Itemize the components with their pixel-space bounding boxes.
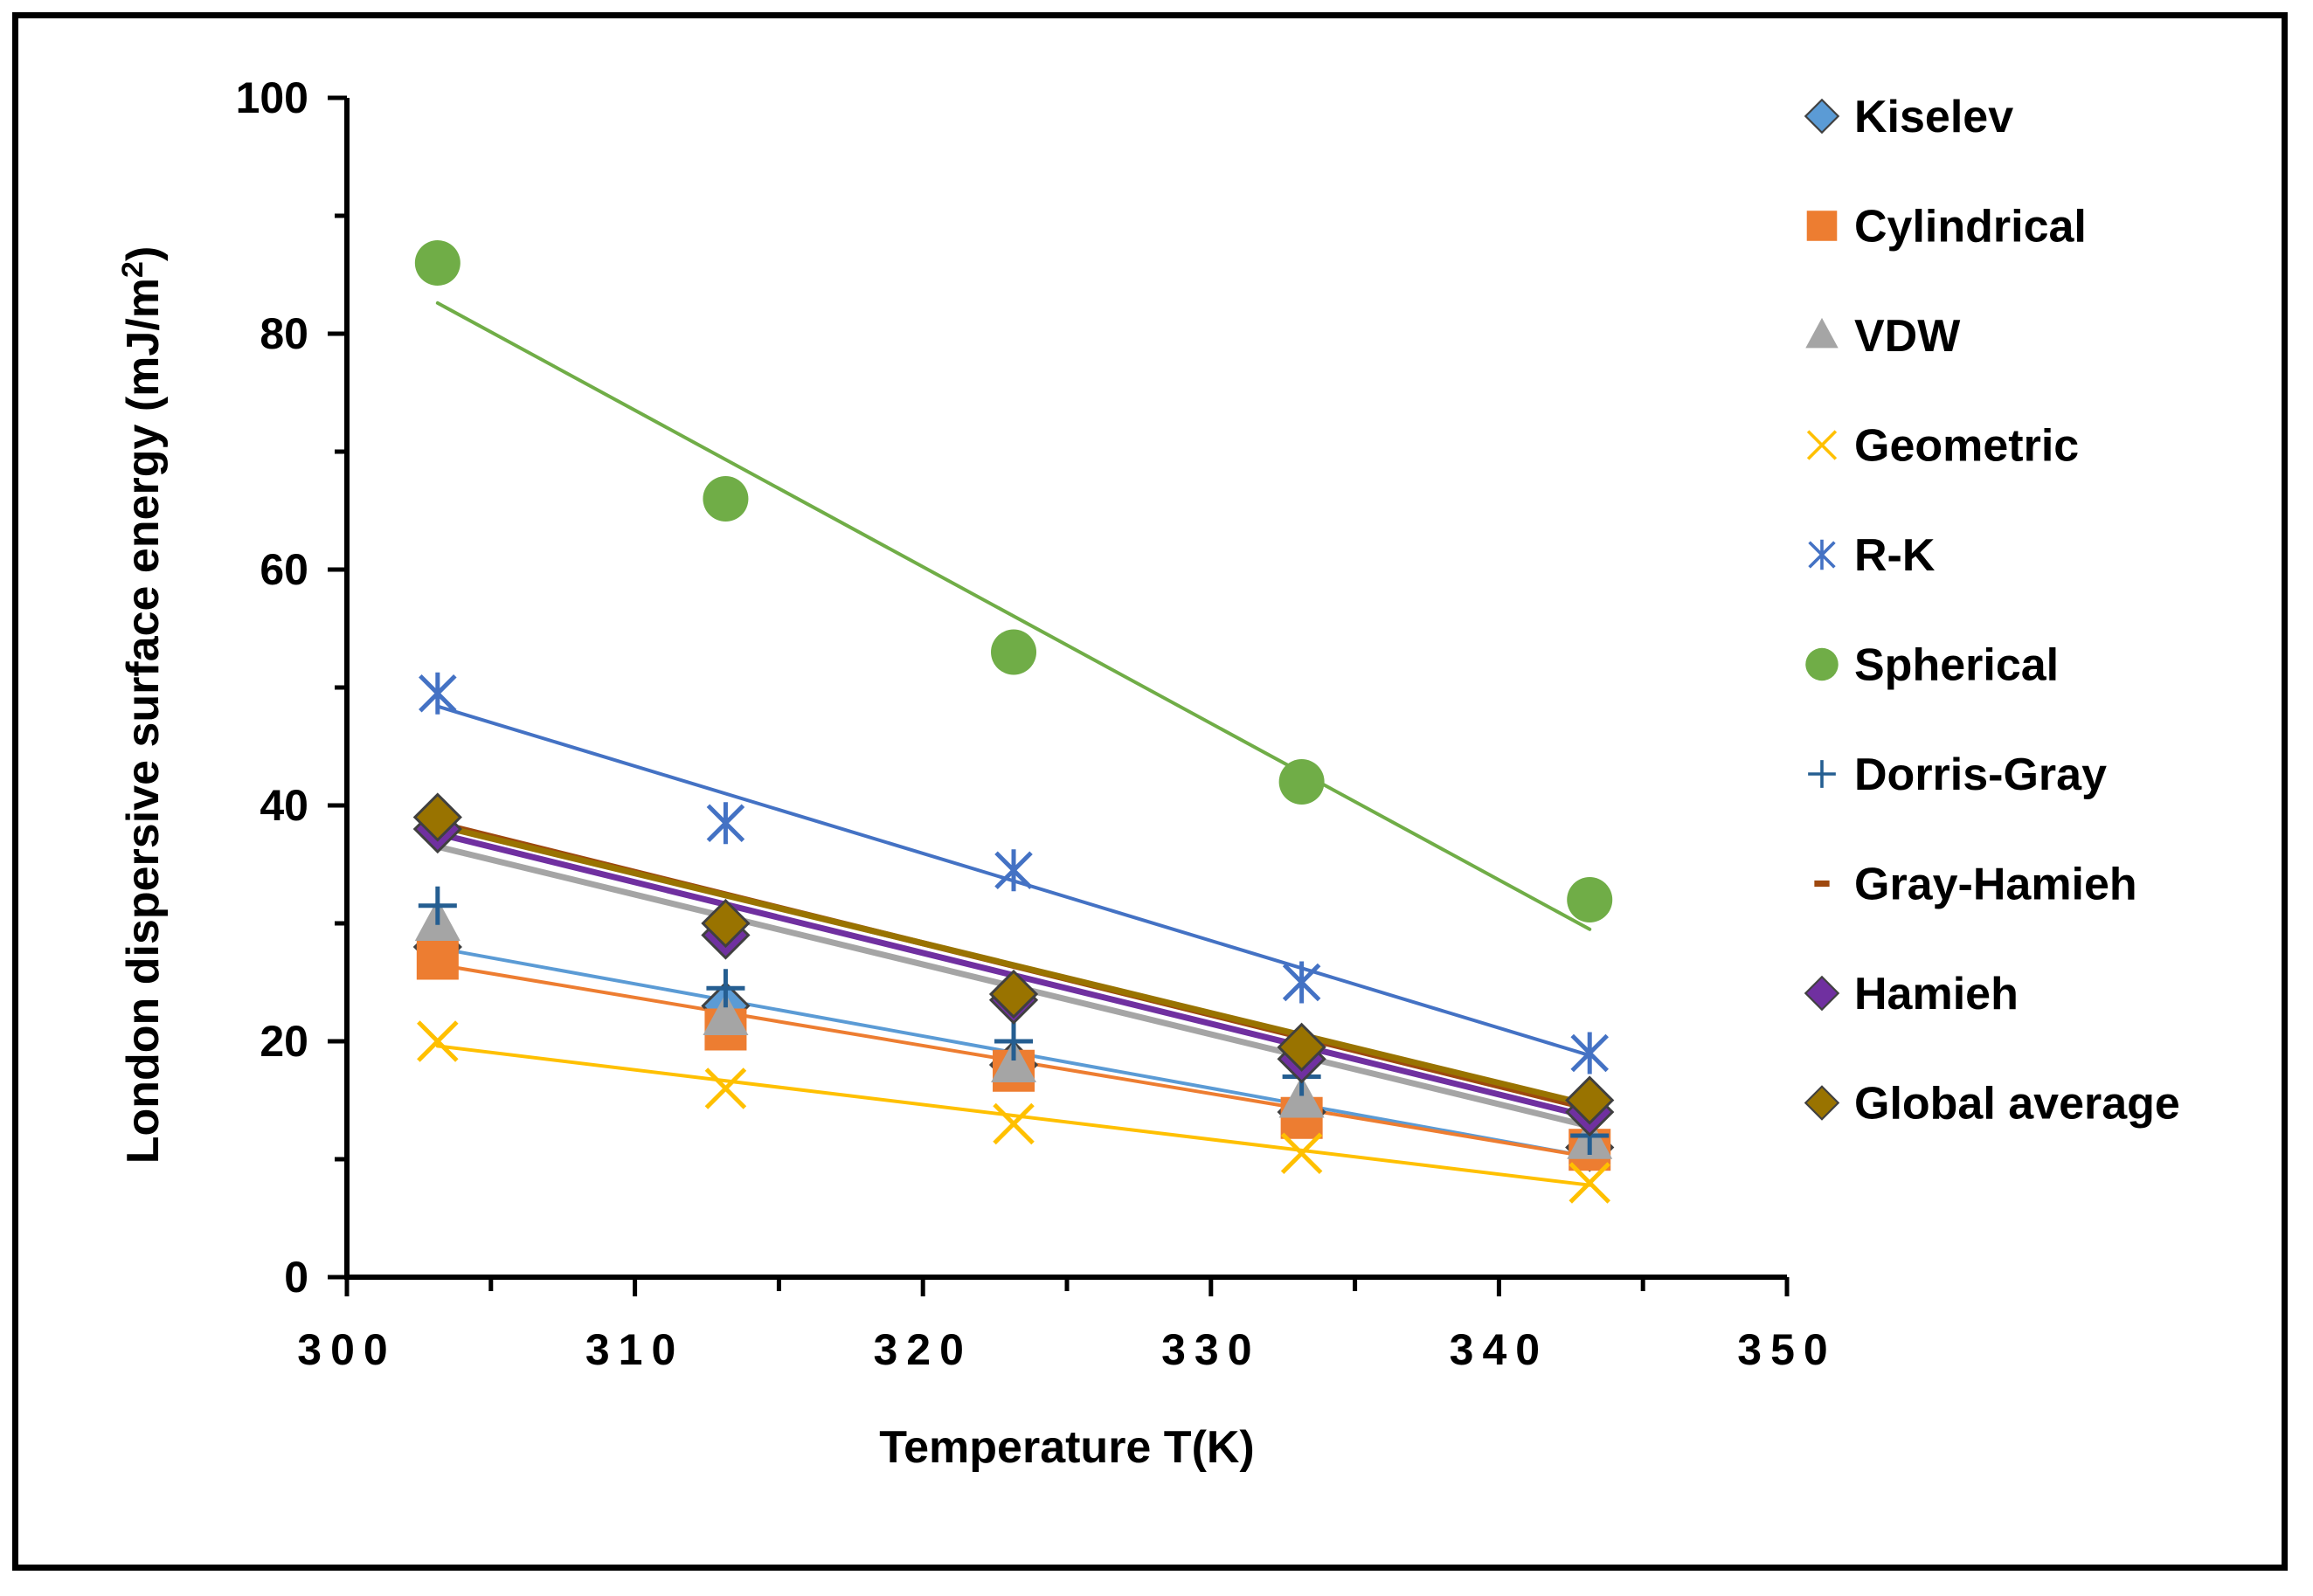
- point-r-k: [706, 802, 745, 845]
- legend-marker-dorris-gray: [1808, 760, 1836, 788]
- legend-label-vdw: VDW: [1854, 311, 1961, 362]
- legend-item-hamieh: Hamieh: [1804, 969, 2019, 1019]
- legend-label-hamieh: Hamieh: [1854, 969, 2019, 1019]
- legend: Kiselev Cylindrical VDW Geometric R-K Spheric…: [1804, 92, 2180, 1130]
- point-geometric: [1280, 1132, 1323, 1175]
- point-global-average: [1277, 1022, 1326, 1072]
- point-vdw: [703, 993, 749, 1035]
- legend-item-r-k: R-K: [1808, 530, 1936, 581]
- trendline-geometric: [435, 1044, 1592, 1187]
- legend-item-geometric: Geometric: [1806, 421, 2079, 472]
- point-spherical: [991, 629, 1037, 675]
- point-dorris-gray: [706, 969, 745, 1008]
- y-tick-label: 40: [260, 781, 308, 830]
- point-global-average: [412, 792, 462, 842]
- x-ticks: 300 310 320 330 340 350: [297, 1277, 1836, 1374]
- legend-marker-r-k: [1808, 539, 1836, 570]
- legend-item-vdw: VDW: [1805, 311, 1961, 362]
- legend-label-geometric: Geometric: [1854, 421, 2079, 472]
- point-r-k: [1570, 1032, 1609, 1074]
- y-tick-label: 0: [284, 1253, 308, 1302]
- x-axis-title: Temperature T(K): [879, 1422, 1255, 1473]
- point-geometric: [417, 1020, 459, 1062]
- point-vdw: [1278, 1075, 1325, 1118]
- legend-item-gray-hamieh: Gray-Hamieh: [1814, 860, 2137, 910]
- legend-label-cylindrical: Cylindrical: [1854, 202, 2087, 252]
- point-r-k: [1282, 961, 1321, 1004]
- x-tick-label: 310: [585, 1325, 684, 1374]
- data-markers: [412, 240, 1615, 1204]
- legend-marker-cylindrical: [1806, 211, 1838, 241]
- legend-label-dorris-gray: Dorris-Gray: [1854, 750, 2107, 800]
- legend-item-kiselev: Kiselev: [1804, 92, 2013, 142]
- y-axis-title-main: London dispersive surface energy (mJ/m: [118, 278, 169, 1164]
- y-tick-label: 60: [260, 545, 308, 594]
- y-axis-title-superscript: 2: [116, 261, 149, 278]
- point-geometric: [1569, 1162, 1610, 1204]
- point-spherical: [703, 476, 749, 522]
- chart-svg: 300 310 320 330 340 350 0 20 40 60 80 100 Temperat…: [116, 73, 2180, 1473]
- point-spherical: [414, 240, 461, 286]
- trendline-global-average: [434, 822, 1593, 1109]
- point-cylindrical: [416, 937, 459, 980]
- legend-item-global-average: Global average: [1804, 1079, 2180, 1130]
- legend-label-kiselev: Kiselev: [1854, 92, 2013, 142]
- legend-item-dorris-gray: Dorris-Gray: [1808, 750, 2107, 800]
- x-tick-label: 320: [873, 1325, 972, 1374]
- point-vdw: [991, 1040, 1037, 1082]
- x-tick-label: 330: [1161, 1325, 1260, 1374]
- legend-label-r-k: R-K: [1854, 530, 1936, 581]
- legend-marker-kiselev: [1804, 98, 1840, 135]
- x-tick-label: 300: [297, 1325, 396, 1374]
- trendline-spherical: [435, 301, 1592, 931]
- point-global-average: [701, 898, 751, 949]
- point-global-average: [1565, 1075, 1615, 1125]
- point-dorris-gray: [994, 1022, 1034, 1061]
- legend-label-global-average: Global average: [1854, 1079, 2180, 1130]
- point-geometric: [993, 1102, 1035, 1145]
- point-global-average: [988, 969, 1039, 1019]
- legend-item-spherical: Spherical: [1805, 640, 2059, 691]
- point-r-k: [419, 672, 457, 715]
- legend-marker-global-average: [1804, 1085, 1840, 1121]
- point-geometric: [704, 1067, 747, 1109]
- y-tick-label: 100: [236, 73, 308, 122]
- legend-marker-vdw: [1805, 317, 1839, 349]
- legend-label-gray-hamieh: Gray-Hamieh: [1854, 860, 2137, 910]
- point-r-k: [994, 849, 1033, 892]
- y-tick-label: 20: [260, 1017, 308, 1066]
- legend-label-spherical: Spherical: [1854, 640, 2059, 691]
- point-dorris-gray: [418, 886, 457, 925]
- y-axis-title-end: ): [118, 246, 169, 261]
- legend-marker-spherical: [1805, 647, 1839, 681]
- legend-item-cylindrical: Cylindrical: [1806, 202, 2087, 252]
- x-tick-label: 340: [1450, 1325, 1548, 1374]
- point-spherical: [1567, 877, 1613, 922]
- chart-frame: 300 310 320 330 340 350 0 20 40 60 80 100 Temperat…: [12, 12, 2288, 1571]
- x-tick-label: 350: [1737, 1325, 1836, 1374]
- legend-marker-gray-hamieh: [1814, 880, 1830, 888]
- legend-marker-geometric: [1806, 430, 1838, 460]
- y-tick-label: 80: [260, 309, 308, 358]
- point-spherical: [1278, 759, 1325, 805]
- y-ticks: 0 20 40 60 80 100: [236, 73, 347, 1302]
- legend-marker-hamieh: [1804, 975, 1840, 1012]
- y-axis-title: London dispersive surface energy (mJ/m2): [116, 246, 169, 1164]
